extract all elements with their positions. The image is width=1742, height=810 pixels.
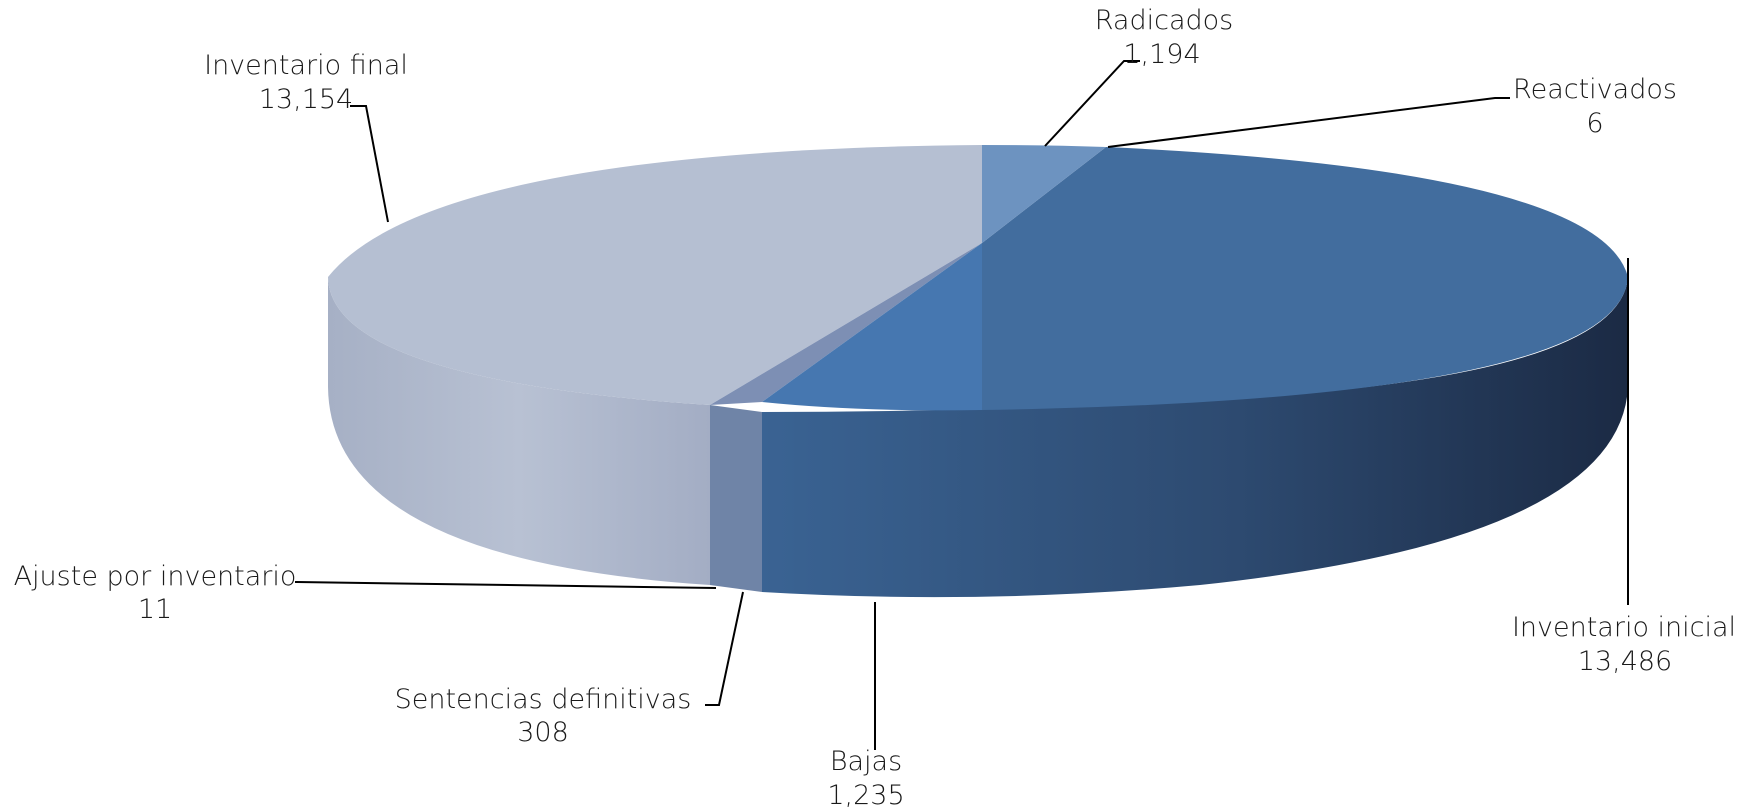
value-reactivados: 6 [1586, 108, 1603, 139]
label-bajas: Bajas [830, 746, 902, 777]
leader-sentencias [705, 591, 744, 706]
value-ajuste-por-inventario: 11 [138, 594, 172, 625]
slice-radicados [982, 145, 1106, 243]
side-ajuste [710, 405, 762, 592]
slice-ajuste-sentencias [710, 243, 982, 405]
label-inventario-final: Inventario final [204, 50, 408, 81]
value-bajas: 1,235 [827, 780, 904, 810]
value-inventario-inicial: 13,486 [1578, 646, 1672, 677]
leader-radicados [1044, 60, 1140, 147]
value-inventario-final: 13,154 [259, 84, 353, 115]
label-ajuste-por-inventario: Ajuste por inventario [14, 561, 297, 592]
label-reactivados: Reactivados [1513, 74, 1677, 105]
slice-inventario-inicial [982, 147, 1628, 410]
label-inventario-inicial: Inventario inicial [1512, 612, 1736, 643]
side-inventario-inicial [762, 277, 1628, 598]
value-radicados: 1,194 [1123, 39, 1200, 70]
side-inventario-final [328, 277, 710, 585]
value-sentencias-definitivas: 308 [517, 717, 569, 748]
slice-inventario-final [328, 145, 982, 405]
leader-inventario-final [350, 105, 389, 223]
label-sentencias-definitivas: Sentencias definitivas [395, 684, 692, 715]
leader-ajuste [295, 581, 717, 589]
leader-reactivados [1107, 97, 1510, 148]
slice-bajas [762, 243, 982, 411]
label-radicados: Radicados [1095, 5, 1233, 36]
